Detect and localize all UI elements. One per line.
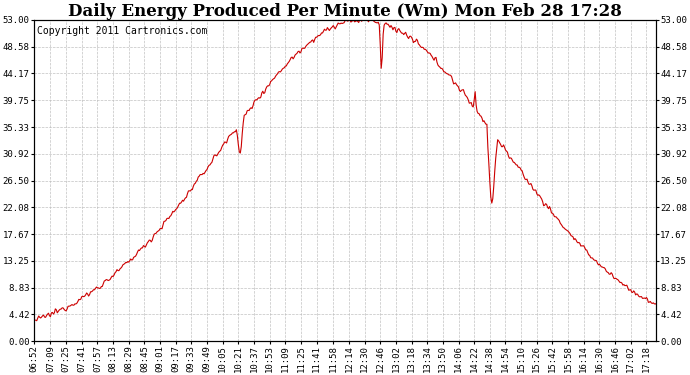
Title: Daily Energy Produced Per Minute (Wm) Mon Feb 28 17:28: Daily Energy Produced Per Minute (Wm) Mo… [68, 3, 622, 20]
Text: Copyright 2011 Cartronics.com: Copyright 2011 Cartronics.com [37, 26, 207, 36]
